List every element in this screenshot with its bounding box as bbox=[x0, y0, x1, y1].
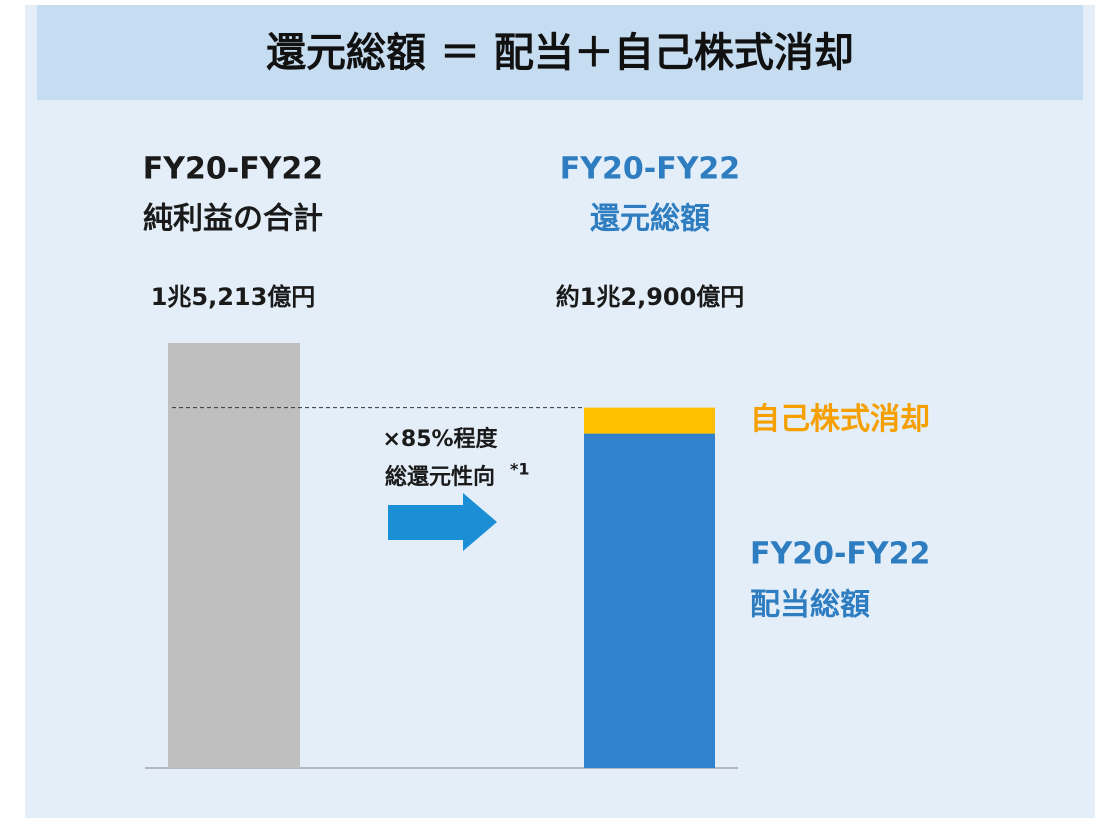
category-label: FY20-FY22 bbox=[143, 152, 323, 187]
annotation: ×85%程度 bbox=[382, 426, 498, 452]
value-label: 約1兆2,900億円 bbox=[556, 283, 745, 311]
chart-title: 還元総額 ＝ 配当＋自己株式消却 bbox=[266, 30, 854, 76]
annotation: 総還元性向 bbox=[385, 464, 495, 490]
annotation-note: *1 bbox=[510, 460, 530, 479]
segment-label: FY20-FY22 bbox=[750, 537, 930, 572]
arrow bbox=[388, 493, 497, 551]
value-label: 1兆5,213億円 bbox=[151, 283, 316, 311]
segment-label: 配当総額 bbox=[750, 588, 870, 623]
bar-segment bbox=[584, 433, 715, 768]
bar bbox=[168, 342, 300, 768]
header-band bbox=[37, 5, 1083, 100]
segment-label: 自己株式消却 bbox=[750, 402, 930, 437]
category-label: 純利益の合計 bbox=[143, 202, 323, 237]
category-label: FY20-FY22 bbox=[560, 152, 740, 187]
category-label: 還元総額 bbox=[590, 202, 710, 237]
bar-segment bbox=[584, 407, 715, 434]
